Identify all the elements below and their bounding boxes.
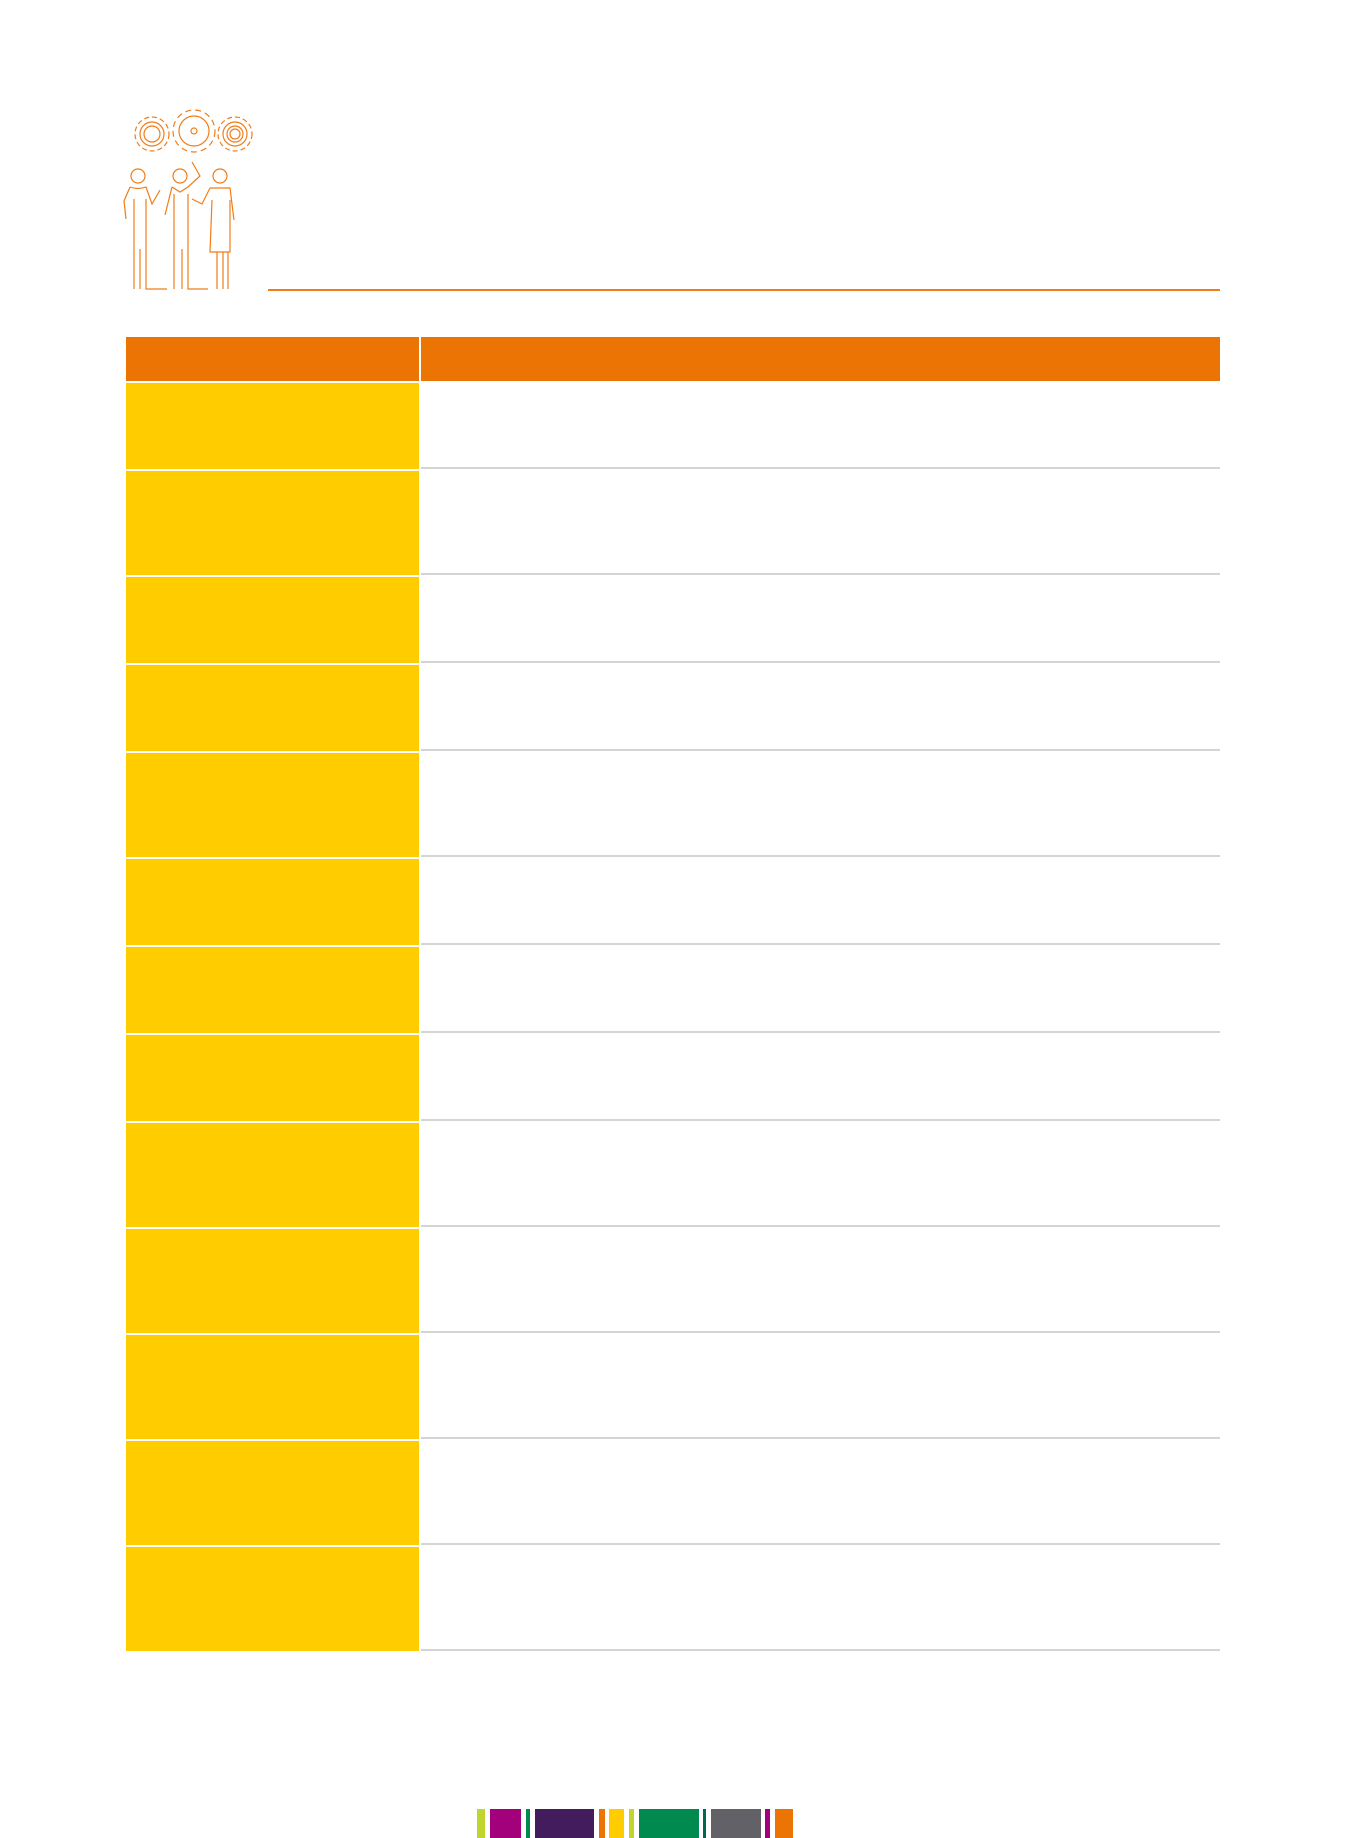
row-label-cell: [126, 1033, 419, 1121]
color-strip-segment: [639, 1809, 699, 1838]
team-gears-icon: [123, 109, 253, 290]
table-row: [126, 857, 1220, 945]
row-content-cell: [421, 751, 1220, 857]
row-content-cell: [421, 1227, 1220, 1333]
color-strip-segment: [535, 1809, 594, 1838]
table-row: [126, 1121, 1220, 1227]
table-row: [126, 945, 1220, 1033]
gear-center-icon: [172, 109, 216, 153]
person-right-icon: [191, 168, 235, 289]
table-header-row: [126, 337, 1220, 381]
gear-left-icon: [134, 116, 170, 152]
table-row: [126, 1227, 1220, 1333]
person-center-icon: [164, 161, 208, 290]
row-content-cell: [421, 1333, 1220, 1439]
row-content-cell: [421, 1033, 1220, 1121]
content-table: [126, 337, 1220, 1651]
header-cell-1: [126, 337, 419, 381]
row-content-cell: [421, 1545, 1220, 1651]
row-label-cell: [126, 381, 419, 469]
person-left-icon: [123, 168, 167, 290]
header-cell-2: [421, 337, 1220, 381]
row-label-cell: [126, 1333, 419, 1439]
header-rule: [268, 289, 1220, 291]
table-row: [126, 663, 1220, 751]
row-label-cell: [126, 751, 419, 857]
table-row: [126, 1439, 1220, 1545]
row-content-cell: [421, 381, 1220, 469]
table-row: [126, 1545, 1220, 1651]
color-strip-segment: [703, 1809, 706, 1838]
table-row: [126, 469, 1220, 575]
color-strip-segment: [599, 1809, 605, 1838]
row-label-cell: [126, 945, 419, 1033]
row-content-cell: [421, 945, 1220, 1033]
table-row: [126, 1333, 1220, 1439]
row-label-cell: [126, 1439, 419, 1545]
table-row: [126, 751, 1220, 857]
row-label-cell: [126, 1227, 419, 1333]
row-label-cell: [126, 857, 419, 945]
color-strip-segment: [477, 1809, 485, 1838]
row-label-cell: [126, 1545, 419, 1651]
table-row: [126, 575, 1220, 663]
row-content-cell: [421, 575, 1220, 663]
row-content-cell: [421, 469, 1220, 575]
row-label-cell: [126, 469, 419, 575]
color-strip-segment: [526, 1809, 530, 1838]
row-label-cell: [126, 1121, 419, 1227]
color-strip-segment: [490, 1809, 521, 1838]
color-strip-segment: [711, 1809, 761, 1838]
table-row: [126, 381, 1220, 469]
row-label-cell: [126, 575, 419, 663]
row-content-cell: [421, 663, 1220, 751]
color-strip-segment: [775, 1809, 793, 1838]
color-strip-segment: [765, 1809, 770, 1838]
row-label-cell: [126, 663, 419, 751]
color-strip-segment: [609, 1809, 624, 1838]
row-content-cell: [421, 857, 1220, 945]
gear-right-icon: [217, 116, 253, 152]
color-strip-segment: [629, 1809, 634, 1838]
row-content-cell: [421, 1439, 1220, 1545]
row-content-cell: [421, 1121, 1220, 1227]
table-row: [126, 1033, 1220, 1121]
